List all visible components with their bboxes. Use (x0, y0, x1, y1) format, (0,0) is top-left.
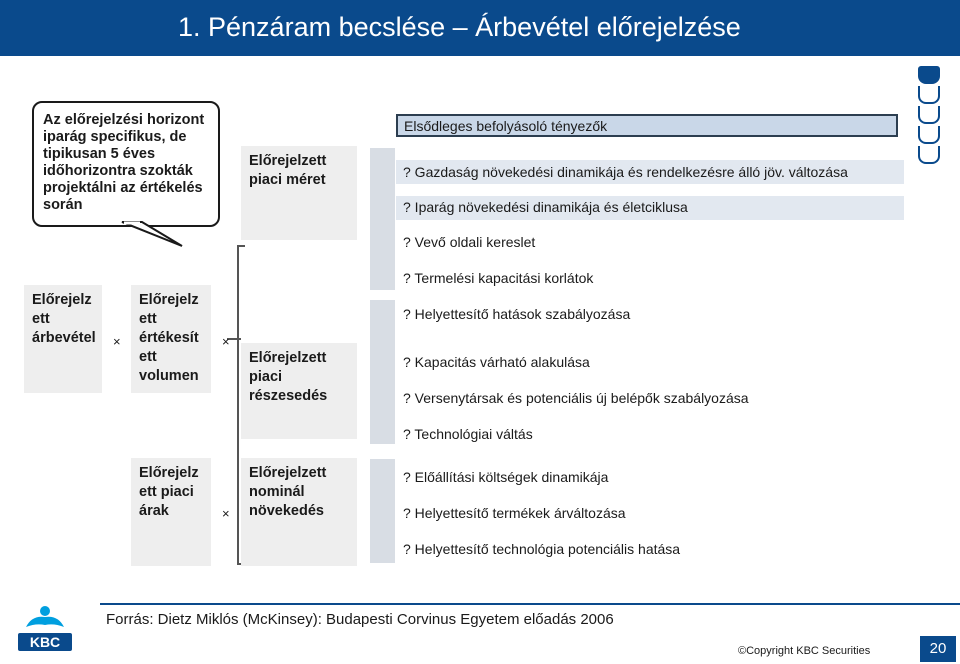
volume-box: Előrejelz ett értékesít ett volumen (131, 285, 211, 393)
group-indicator (370, 148, 395, 290)
factor-item: ? Helyettesítő termékek árváltozása (403, 505, 626, 521)
footer-divider (100, 603, 960, 605)
source-note: Forrás: Dietz Miklós (McKinsey): Budapes… (106, 611, 614, 628)
svg-text:KBC: KBC (30, 634, 60, 650)
kbc-logo-icon: KBC (18, 606, 72, 651)
multiply-icon: × (222, 334, 230, 349)
tab-icon (918, 146, 940, 164)
factor-item: ? Helyettesítő hatások szabályozása (403, 306, 631, 322)
factor-item: ? Versenytársak és potenciális új belépő… (403, 390, 749, 406)
market-size-box: Előrejelzett piaci méret (241, 146, 357, 240)
tab-icon (918, 86, 940, 104)
callout-text: Az előrejelzési horizont iparág specifik… (43, 112, 205, 213)
tab-icon (918, 66, 940, 84)
title-bar: 1. Pénzáram becslése – Árbevétel előreje… (0, 0, 960, 56)
drivers-header: Elsődleges befolyásoló tényezők (396, 114, 898, 137)
revenue-box: Előrejelz ett árbevétel (24, 285, 102, 393)
callout-tail-icon (121, 221, 183, 247)
nominal-growth-label: Előrejelzett nominál növekedés (249, 465, 327, 519)
page-number: 20 (920, 636, 956, 662)
section-tabs (918, 66, 942, 166)
factor-item: ? Kapacitás várható alakulása (403, 354, 590, 370)
tab-icon (918, 106, 940, 124)
group-indicator (370, 300, 395, 444)
horizon-callout: Az előrejelzési horizont iparág specifik… (32, 101, 220, 227)
factor-item: ? Iparág növekedési dinamikája és életci… (403, 199, 688, 215)
factor-item: ? Előállítási költségek dinamikája (403, 469, 609, 485)
market-share-label: Előrejelzett piaci részesedés (249, 350, 328, 404)
market-share-box: Előrejelzett piaci részesedés (241, 343, 357, 439)
connector-line (237, 245, 245, 247)
factor-item: ? Gazdaság növekedési dinamikája és rend… (403, 164, 848, 180)
market-size-label: Előrejelzett piaci méret (249, 153, 327, 188)
volume-label: Előrejelz ett értékesít ett volumen (139, 292, 199, 384)
prices-box: Előrejelz ett piaci árak (131, 458, 211, 566)
factor-item: ? Helyettesítő technológia potenciális h… (403, 541, 681, 557)
factor-item: ? Technológiai váltás (403, 426, 533, 442)
slide-title: 1. Pénzáram becslése – Árbevétel előreje… (178, 12, 741, 42)
nominal-growth-box: Előrejelzett nominál növekedés (241, 458, 357, 566)
factor-row-bg (396, 160, 904, 184)
multiply-icon: × (113, 334, 121, 349)
factor-row-bg (396, 196, 904, 220)
revenue-label: Előrejelz ett árbevétel (32, 292, 96, 346)
connector-line (237, 245, 239, 565)
multiply-icon: × (222, 506, 230, 521)
group-indicator (370, 459, 395, 563)
factor-item: ? Vevő oldali kereslet (403, 234, 536, 250)
drivers-header-label: Elsődleges befolyásoló tényezők (404, 118, 608, 134)
connector-line (227, 338, 241, 340)
factor-item: ? Termelési kapacitási korlátok (403, 270, 594, 286)
copyright-note: ©Copyright KBC Securities (738, 645, 871, 657)
prices-label: Előrejelz ett piaci árak (139, 465, 199, 519)
tab-icon (918, 126, 940, 144)
